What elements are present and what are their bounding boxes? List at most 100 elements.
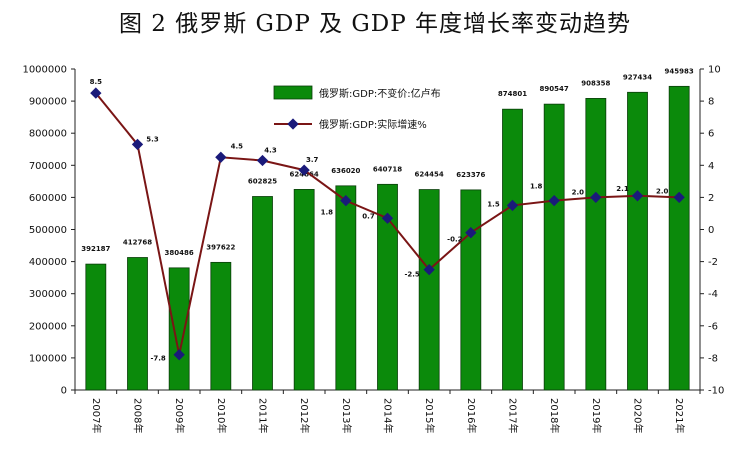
- right-axis-tick-label: 2: [708, 193, 714, 204]
- bar: [168, 267, 190, 391]
- bar-data-label: 397622: [206, 243, 235, 251]
- line-point-marker: [256, 154, 269, 167]
- x-axis-tick-label: 2008年: [132, 398, 145, 433]
- x-axis-tick-label: 2019年: [590, 398, 603, 433]
- right-axis-tick-label: -2: [708, 257, 718, 268]
- legend-line-label: 俄罗斯:GDP:实际增速%: [319, 118, 427, 131]
- bar: [502, 108, 523, 391]
- bar: [668, 85, 690, 391]
- right-axis-tick-label: 6: [708, 129, 714, 140]
- left-axis-tick-label: 400000: [29, 257, 67, 268]
- line-point-marker: [173, 349, 185, 361]
- left-axis-tick-label: 0: [61, 386, 67, 397]
- left-axis-tick-label: 300000: [29, 289, 67, 300]
- x-axis-tick-label: 2013年: [340, 398, 353, 433]
- x-axis-tick-label: 2021年: [673, 398, 686, 433]
- bar-data-label: 890547: [540, 85, 569, 93]
- line-point-marker: [215, 151, 227, 163]
- right-axis-tick-label: -4: [708, 289, 718, 300]
- bar: [627, 91, 648, 391]
- line-data-label: 2.0: [572, 188, 585, 196]
- line-data-label: 1.8: [530, 183, 543, 191]
- bar-data-label: 640718: [373, 165, 402, 173]
- line-data-label: -7.8: [151, 355, 166, 363]
- right-axis-tick-label: 10: [708, 65, 721, 76]
- bar: [377, 183, 398, 391]
- bar-data-label: 602825: [248, 177, 277, 185]
- legend-bar-label: 俄罗斯:GDP:不变价:亿卢布: [319, 87, 441, 100]
- bar-series: [85, 85, 690, 391]
- line-point-marker: [465, 227, 477, 239]
- left-axis-tick-label: 100000: [29, 353, 67, 364]
- line-point-marker: [298, 164, 310, 176]
- line-point-marker: [423, 263, 435, 276]
- x-axis-tick-label: 2007年: [90, 398, 103, 433]
- bar-data-label: 623376: [456, 171, 485, 179]
- line-data-label: -2.5: [405, 271, 420, 279]
- chart-title: 图 2 俄罗斯 GDP 及 GDP 年度增长率变动趋势: [118, 11, 632, 37]
- line-data-label: 5.3: [146, 135, 159, 143]
- line-point-marker: [506, 199, 519, 212]
- bar: [127, 257, 148, 391]
- bar-data-label: 412768: [123, 239, 152, 247]
- legend-line-marker: [287, 118, 299, 130]
- bar-data-label: 392187: [81, 245, 110, 253]
- x-axis-tick-label: 2012年: [298, 398, 311, 433]
- bar: [543, 103, 565, 391]
- left-axis-tick-label: 600000: [29, 193, 67, 204]
- bar-data-label: 927434: [623, 73, 652, 81]
- line-data-label: 2.0: [656, 187, 669, 195]
- x-axis-tick-label: 2020年: [632, 398, 645, 433]
- right-axis-tick-label: 0: [708, 225, 714, 236]
- line-point-marker: [131, 138, 144, 151]
- line-point-marker: [631, 190, 644, 202]
- bar: [85, 263, 107, 391]
- x-axis-tick-labels: 2007年 2008年 2009年 2010年 2011年 2012年 2013年 2014年…: [90, 398, 686, 433]
- bar-data-label: 945983: [665, 67, 694, 75]
- x-axis-tick-label: 2017年: [507, 398, 520, 433]
- left-axis-tick-label: 800000: [29, 129, 67, 140]
- line-data-label: 0.7: [362, 212, 375, 220]
- line-data-label: 4.3: [264, 146, 277, 154]
- x-axis-tick-label: 2010年: [215, 398, 228, 433]
- line-data-label: 8.5: [90, 78, 103, 86]
- line-point-marker: [548, 194, 560, 207]
- line-point-marker: [340, 194, 352, 207]
- bar: [210, 261, 232, 391]
- bar-data-label: 908358: [581, 79, 610, 87]
- right-axis-tick-label: 4: [708, 161, 714, 172]
- line-point-marker: [381, 212, 394, 224]
- line-data-label: 2.1: [616, 185, 629, 193]
- right-axis-tick-label: -8: [708, 353, 718, 364]
- right-axis-tick-label: -6: [708, 321, 718, 332]
- bar-data-label: 380486: [165, 249, 194, 257]
- line-data-labels: 8.5 5.3 -7.8 4.5 4.3 3.7 1.8 0.7 -2.5 -0.2 1.5 1.8 2…: [90, 78, 669, 363]
- bar: [335, 185, 357, 391]
- line-point-marker: [590, 191, 602, 204]
- right-axis-tick-label: 8: [708, 97, 714, 108]
- line-data-label: -0.2: [447, 236, 462, 244]
- bar-data-label: 636020: [331, 167, 360, 175]
- bar-data-label: 874801: [498, 90, 527, 98]
- line-data-label: 1.8: [321, 209, 334, 217]
- legend: 俄罗斯:GDP:不变价:亿卢布 俄罗斯:GDP:实际增速%: [273, 85, 441, 131]
- bar: [460, 189, 482, 391]
- bar: [585, 98, 607, 391]
- line-data-label: 1.5: [487, 200, 500, 208]
- bar: [252, 196, 273, 391]
- left-axis-tick-label: 200000: [29, 321, 67, 332]
- right-axis-tick-label: -10: [708, 386, 724, 397]
- x-axis-tick-label: 2016年: [465, 398, 478, 433]
- x-axis-tick-label: 2014年: [382, 398, 395, 433]
- left-axis-tick-label: 900000: [29, 97, 67, 108]
- x-axis-tick-label: 2009年: [173, 398, 186, 433]
- line-data-label: 3.7: [306, 156, 319, 164]
- x-axis-tick-label: 2015年: [423, 398, 436, 433]
- bar: [293, 189, 315, 391]
- left-axis-tick-label: 1000000: [22, 65, 67, 76]
- bar-data-label: 624454: [415, 171, 444, 179]
- line-point-marker: [673, 191, 685, 204]
- left-axis-tick-label: 500000: [29, 225, 67, 236]
- legend-bar-swatch: [273, 85, 313, 100]
